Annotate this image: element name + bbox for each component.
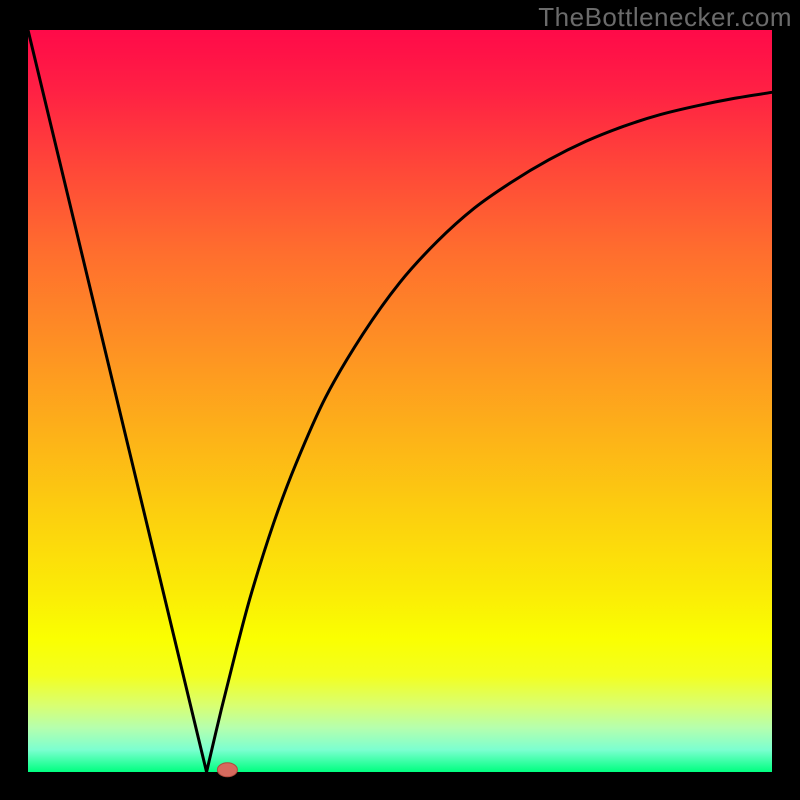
bottleneck-chart [0,0,800,800]
optimal-point-marker [217,763,237,777]
watermark-text: TheBottlenecker.com [538,2,792,33]
chart-container: TheBottlenecker.com [0,0,800,800]
plot-background [28,30,772,772]
